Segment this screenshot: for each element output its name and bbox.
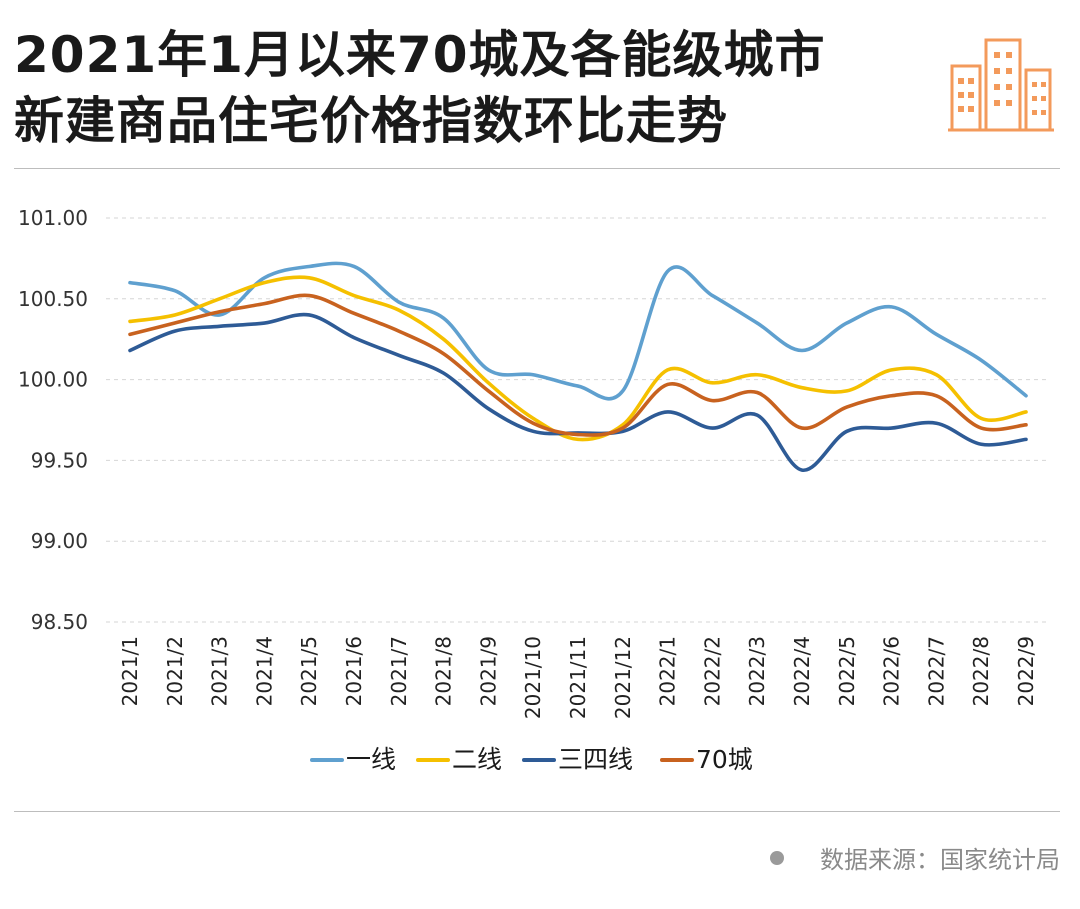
x-tick-label: 2022/2 (700, 636, 724, 706)
footer-divider (14, 811, 1060, 812)
x-tick-label: 2021/1 (118, 636, 142, 706)
x-tick-label: 2021/10 (521, 636, 545, 719)
x-tick-label: 2022/7 (924, 636, 948, 706)
x-tick-label: 2021/3 (208, 636, 232, 706)
x-tick-label: 2021/7 (387, 636, 411, 706)
x-tick-label: 2021/4 (252, 636, 276, 706)
y-tick-label: 100.00 (18, 368, 88, 392)
legend-label: 70城 (696, 745, 753, 774)
x-tick-label: 2021/12 (611, 636, 635, 719)
x-tick-label: 2022/1 (656, 636, 680, 706)
legend-label: 一线 (346, 745, 396, 774)
x-tick-label: 2022/8 (969, 636, 993, 706)
title-line-2: 新建商品住宅价格指数环比走势 (14, 92, 728, 150)
y-tick-label: 99.00 (31, 529, 88, 553)
source-note: 数据来源：国家统计局 (770, 840, 1060, 875)
x-tick-label: 2022/5 (835, 636, 859, 706)
x-tick-label: 2021/5 (297, 636, 321, 706)
y-tick-label: 100.50 (18, 287, 88, 311)
series-line-1 (128, 261, 1028, 401)
chart-title: 2021年1月以来70城及各能级城市 新建商品住宅价格指数环比走势 (14, 22, 914, 154)
series-line-4 (128, 293, 1028, 437)
x-tick-label: 2021/8 (432, 636, 456, 706)
buildings-icon (948, 38, 1054, 132)
x-tick-label: 2022/4 (790, 636, 814, 706)
x-tick-label: 2021/11 (566, 636, 590, 719)
x-tick-label: 2021/9 (476, 636, 500, 706)
bullet-dot-icon (770, 850, 784, 865)
series-line-3 (128, 312, 1028, 472)
header-divider (14, 168, 1060, 169)
y-tick-label: 99.50 (31, 448, 88, 472)
series-line-2 (128, 275, 1028, 442)
legend-label: 三四线 (558, 745, 633, 774)
x-tick-label: 2022/3 (745, 636, 769, 706)
y-tick-label: 98.50 (31, 610, 88, 634)
title-line-1: 2021年1月以来70城及各能级城市 (14, 26, 826, 84)
x-tick-label: 2021/2 (163, 636, 187, 706)
source-text: 数据来源：国家统计局 (820, 846, 1060, 874)
x-tick-label: 2022/9 (1014, 636, 1038, 706)
y-tick-label: 101.00 (18, 206, 88, 230)
x-tick-label: 2021/6 (342, 636, 366, 706)
legend-label: 二线 (452, 745, 502, 774)
x-tick-label: 2022/6 (880, 636, 904, 706)
